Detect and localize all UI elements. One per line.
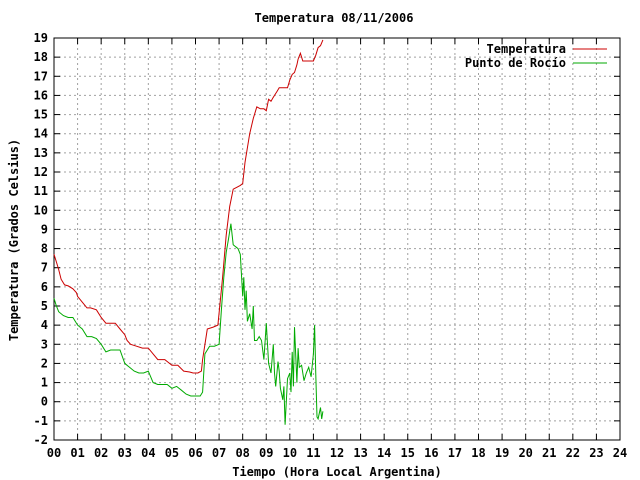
x-tick-label: 23 — [589, 446, 603, 460]
y-tick-label: 9 — [41, 222, 48, 236]
y-tick-label: 6 — [41, 280, 48, 294]
y-tick-label: 10 — [34, 203, 48, 217]
legend-label-0: Temperatura — [487, 42, 566, 56]
x-tick-label: 22 — [566, 446, 580, 460]
x-tick-label: 08 — [235, 446, 249, 460]
x-tick-label: 05 — [165, 446, 179, 460]
x-tick-label: 11 — [306, 446, 320, 460]
y-tick-label: 16 — [34, 88, 48, 102]
y-tick-label: 19 — [34, 31, 48, 45]
series-line-0 — [53, 39, 324, 374]
x-tick-label: 03 — [118, 446, 132, 460]
chart-title: Temperatura 08/11/2006 — [255, 11, 414, 25]
x-tick-label: 12 — [330, 446, 344, 460]
x-tick-label: 19 — [495, 446, 509, 460]
x-tick-label: 00 — [47, 446, 61, 460]
x-tick-label: 09 — [259, 446, 273, 460]
y-tick-label: 18 — [34, 50, 48, 64]
y-tick-label: 14 — [34, 127, 48, 141]
x-tick-label: 06 — [188, 446, 202, 460]
y-tick-label: 7 — [41, 261, 48, 275]
series-lines — [53, 39, 324, 425]
x-tick-label: 02 — [94, 446, 108, 460]
y-tick-label: 2 — [41, 356, 48, 370]
y-tick-label: 12 — [34, 165, 48, 179]
x-tick-label: 24 — [613, 446, 627, 460]
x-tick-label: 21 — [542, 446, 556, 460]
series-line-1 — [53, 223, 324, 425]
x-tick-label: 15 — [401, 446, 415, 460]
y-tick-label: 13 — [34, 146, 48, 160]
x-tick-label: 10 — [283, 446, 297, 460]
x-tick-label: 18 — [471, 446, 485, 460]
x-tick-label: 13 — [353, 446, 367, 460]
x-tick-label: 07 — [212, 446, 226, 460]
x-axis-ticks: 00 01 02 03 04 05 06 07 08 09 10 11 12 13 14 15 16 17 18 19… — [47, 38, 627, 460]
x-axis-label: Tiempo (Hora Local Argentina) — [232, 465, 442, 479]
y-tick-label: 0 — [41, 395, 48, 409]
y-tick-label: 15 — [34, 108, 48, 122]
x-tick-label: 14 — [377, 446, 391, 460]
x-tick-label: 16 — [424, 446, 438, 460]
y-tick-label: -1 — [34, 414, 48, 428]
y-tick-label: -2 — [34, 433, 48, 447]
y-axis-label: Temperatura (Grados Celsius) — [7, 139, 21, 341]
y-tick-label: 1 — [41, 376, 48, 390]
x-tick-label: 04 — [141, 446, 155, 460]
y-tick-label: 3 — [41, 337, 48, 351]
y-tick-label: 11 — [34, 184, 48, 198]
y-tick-label: 5 — [41, 299, 48, 313]
x-tick-label: 17 — [448, 446, 462, 460]
y-tick-label: 8 — [41, 242, 48, 256]
grid-lines — [53, 37, 621, 441]
y-tick-label: 4 — [41, 318, 48, 332]
legend-label-1: Punto de Rocío — [465, 56, 566, 70]
y-tick-label: 17 — [34, 69, 48, 83]
x-tick-label: 01 — [70, 446, 84, 460]
x-tick-label: 20 — [518, 446, 532, 460]
